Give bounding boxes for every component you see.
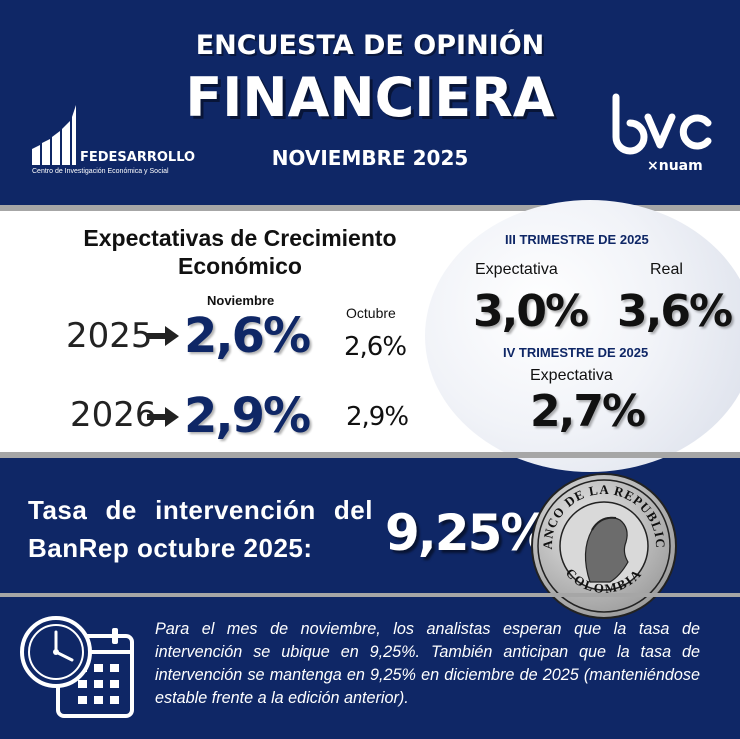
fedesarrollo-logo-icon [32, 105, 76, 165]
value-2026-current: 2,9% [184, 388, 311, 444]
separator-mid [0, 452, 740, 458]
rate-value: 9,25% [385, 504, 550, 562]
q3-expect-label: Expectativa [475, 261, 558, 278]
fedesarrollo-tagline: Centro de Investigación Económica y Soci… [32, 168, 169, 175]
arrow-right-icon [147, 326, 179, 346]
quarter-circle-bg [425, 200, 740, 472]
clock-calendar-icon [20, 616, 134, 718]
bvc-nuam-text: ×nuam [647, 158, 703, 174]
rate-label-line1: Tasa de intervención del [28, 495, 373, 525]
q3-real-value: 3,6% [617, 286, 733, 337]
banrep-seal-icon: BANCO DE LA REPUBLICA COLOMBIA [530, 472, 677, 619]
q3-title: III TRIMESTRE DE 2025 [505, 232, 649, 247]
year-2026: 2026 [70, 395, 157, 435]
bvc-logo-icon [612, 93, 712, 155]
title-line2: FINANCIERA [185, 66, 555, 129]
year-2025: 2025 [66, 316, 153, 356]
separator-top [0, 205, 740, 211]
q3-real-label: Real [650, 261, 683, 278]
fedesarrollo-name: FEDESARROLLO [80, 150, 196, 165]
q4-title: IV TRIMESTRE DE 2025 [503, 345, 649, 360]
subtitle-date: NOVIEMBRE 2025 [271, 146, 469, 170]
rate-label-line2: BanRep octubre 2025: [28, 533, 313, 563]
summary-note: Para el mes de noviembre, los analistas … [155, 620, 700, 707]
q4-expect-label: Expectativa [530, 367, 613, 384]
col-previous-label: Octubre [346, 305, 396, 321]
q4-expect-value: 2,7% [530, 386, 646, 437]
value-2025-current: 2,6% [184, 308, 311, 364]
q3-expect-value: 3,0% [473, 286, 589, 337]
title-line1: ENCUESTA DE OPINIÓN [195, 30, 545, 61]
rate-label: Tasa de intervención del BanRep octubre … [28, 491, 373, 567]
arrow-right-icon [147, 407, 179, 427]
value-2025-previous: 2,6% [344, 332, 407, 362]
value-2026-previous: 2,9% [346, 402, 409, 432]
separator-bottom [0, 593, 740, 597]
col-current-label: Noviembre [207, 293, 275, 308]
growth-title: Expectativas de Crecimiento Económico [83, 225, 397, 279]
